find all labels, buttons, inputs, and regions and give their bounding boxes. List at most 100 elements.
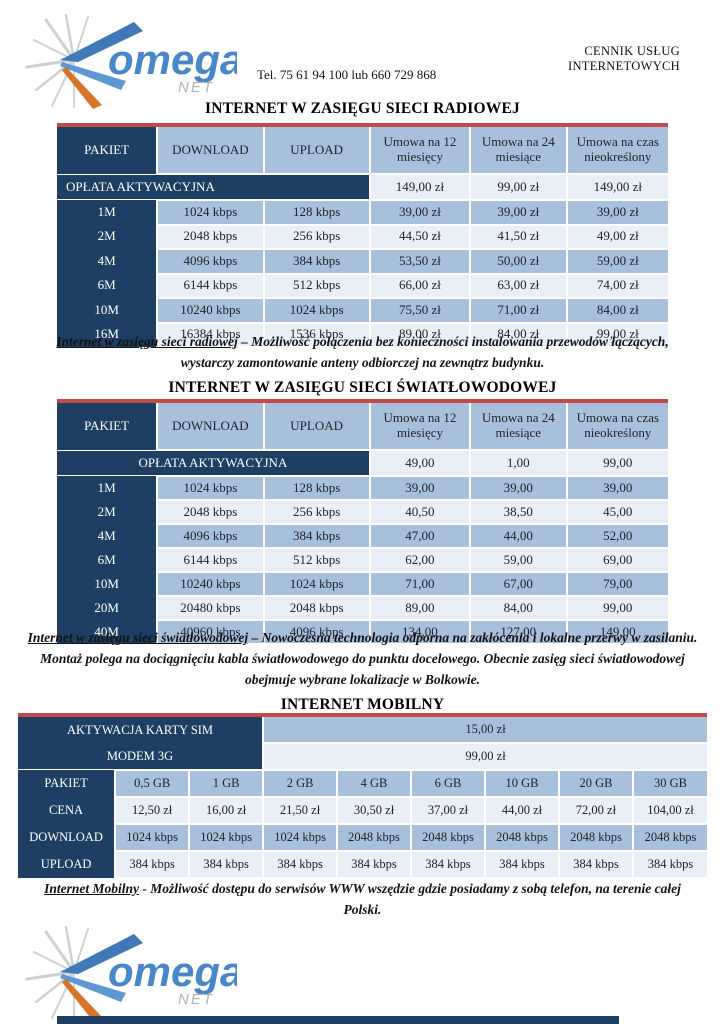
plan-value: 4096 kbps [157, 523, 265, 549]
plan-row: 16M 16384 kbps 1536 kbps 89,00 zł 84,00 zł 99… [57, 321, 668, 348]
plan-value: 39,00 zł [369, 199, 472, 226]
plan-label: 10M [57, 572, 159, 596]
plan-row: 4M 4096 kbps 384 kbps 53,50 zł 50,00 zł 59,00… [57, 248, 668, 275]
plan-label: 4M [57, 524, 159, 548]
package-header: 6 GB [411, 769, 486, 798]
plan-value: 134,00 [369, 619, 472, 645]
plan-row: 1M 1024 kbps 128 kbps 39,00 39,00 39,00 [57, 475, 668, 501]
note-radio-text: – Możliwość połączenia bez konieczności … [180, 334, 669, 370]
note-radio: Internet w zasięgu sieci radiowej – Możl… [30, 331, 695, 373]
activation-row: OPŁATA AKTYWACYJNA 149,00 zł 99,00 zł 14… [57, 173, 668, 201]
plan-value: 1024 kbps [263, 297, 371, 324]
plan-value: 39,00 [470, 475, 568, 501]
price-value: 16,00 zł [189, 796, 265, 825]
upload-value: 384 kbps [558, 850, 634, 879]
plan-value: 52,00 [566, 523, 668, 549]
plan-value: 45,00 [566, 499, 668, 525]
plan-value: 39,00 zł [470, 199, 568, 226]
note-mobile-lead: Internet Mobilny [44, 881, 140, 896]
plan-value: 16384 kbps [157, 321, 265, 348]
plan-value: 1024 kbps [157, 199, 265, 226]
upload-value: 384 kbps [484, 850, 560, 879]
plan-value: 6144 kbps [157, 547, 265, 573]
logo-wordmark: omega [108, 36, 237, 83]
logo-sub: NET [178, 79, 214, 96]
modem-label: MODEM 3G [18, 743, 265, 770]
plan-value: 84,00 zł [566, 297, 668, 324]
activation-value: 1,00 [470, 449, 568, 477]
package-header: 10 GB [484, 769, 560, 798]
plan-label: 16M [57, 322, 159, 347]
radio-header-row: PAKIET DOWNLOAD UPLOAD Umowa na 12 miesi… [57, 124, 668, 175]
plan-value: 20480 kbps [157, 595, 265, 621]
plan-value: 4096 kbps [157, 248, 265, 275]
plan-value: 10240 kbps [157, 571, 265, 597]
download-value: 2048 kbps [558, 823, 634, 852]
col-header-umowa12: Umowa na 12 miesięcy [369, 400, 472, 451]
plan-value: 71,00 zł [470, 297, 568, 324]
plan-value: 149,00 [566, 619, 668, 645]
plan-label: 40M [57, 620, 159, 644]
plan-value: 40960 kbps [157, 619, 265, 645]
plan-value: 256 kbps [263, 223, 371, 250]
plan-value: 50,00 zł [470, 248, 568, 275]
omega-net-logo: omega NET [25, 13, 237, 109]
col-header-nieokreslony: Umowa na czas nieokreślony [566, 400, 668, 451]
plan-row: 2M 2048 kbps 256 kbps 40,50 38,50 45,00 [57, 499, 668, 525]
activation-value: 49,00 [369, 449, 472, 477]
plan-value: 84,00 zł [470, 321, 568, 348]
note-mobile: Internet Mobilny - Możliwość dostępu do … [30, 878, 695, 920]
row-label-download: DOWNLOAD [18, 824, 117, 851]
plan-value: 69,00 [566, 547, 668, 573]
activation-value: 149,00 zł [369, 173, 472, 201]
note-fiber: Internet w zasięgu sieci światłowodowej … [20, 627, 705, 690]
plan-value: 99,00 zł [566, 321, 668, 348]
plan-label: 6M [57, 273, 159, 298]
upload-value: 384 kbps [632, 850, 707, 879]
modem-row: MODEM 3G 99,00 zł [18, 742, 707, 771]
plan-value: 75,50 zł [369, 297, 472, 324]
plan-value: 128 kbps [263, 199, 371, 226]
plan-value: 127,00 [470, 619, 568, 645]
plan-value: 63,00 zł [470, 272, 568, 299]
plan-value: 84,00 [470, 595, 568, 621]
price-value: 104,00 zł [632, 796, 707, 825]
plan-value: 38,50 [470, 499, 568, 525]
package-header: 2 GB [263, 769, 339, 798]
plan-value: 71,00 [369, 571, 472, 597]
plan-label: 4M [57, 249, 159, 274]
omega-net-logo: omega NET [25, 925, 237, 1021]
plan-value: 512 kbps [263, 547, 371, 573]
chevron-upper-arm-icon [60, 934, 143, 974]
row-label-pakiet: PAKIET [18, 770, 117, 797]
activation-label: OPŁATA AKTYWACYJNA [57, 174, 371, 200]
plan-label: 10M [57, 298, 159, 323]
plan-value: 10240 kbps [157, 297, 265, 324]
upload-value: 384 kbps [411, 850, 486, 879]
col-header-upload: UPLOAD [263, 124, 371, 175]
price-value: 37,00 zł [411, 796, 486, 825]
plan-value: 53,50 zł [369, 248, 472, 275]
plan-row: 10M 10240 kbps 1024 kbps 75,50 zł 71,00 zł 84… [57, 297, 668, 324]
plan-value: 74,00 zł [566, 272, 668, 299]
plan-value: 1024 kbps [263, 571, 371, 597]
price-value: 44,00 zł [484, 796, 560, 825]
col-header-umowa24: Umowa na 24 miesiące [470, 400, 568, 451]
plan-row: 10M 10240 kbps 1024 kbps 71,00 67,00 79,00 [57, 571, 668, 597]
plan-row: 40M 40960 kbps 4096 kbps 134,00 127,00 149,00 [57, 619, 668, 645]
plan-row: 1M 1024 kbps 128 kbps 39,00 zł 39,00 zł 39,00… [57, 199, 668, 226]
package-header: 1 GB [189, 769, 265, 798]
plan-row: 2M 2048 kbps 256 kbps 44,50 zł 41,50 zł 49,00… [57, 223, 668, 250]
plan-value: 6144 kbps [157, 272, 265, 299]
plan-value: 79,00 [566, 571, 668, 597]
plan-value: 4096 kbps [263, 619, 371, 645]
upload-value: 384 kbps [115, 850, 191, 879]
plan-value: 67,00 [470, 571, 568, 597]
orange-ray-icon [62, 979, 102, 1021]
col-header-pakiet: PAKIET [57, 125, 159, 174]
plan-value: 1536 kbps [263, 321, 371, 348]
section-title-mobile: INTERNET MOBILNY [280, 696, 445, 713]
mobile-package-header-row: PAKIET 0,5 GB 1 GB 2 GB 4 GB 6 GB 10 GB 20 GB 3… [18, 769, 707, 798]
package-header: 30 GB [632, 769, 707, 798]
